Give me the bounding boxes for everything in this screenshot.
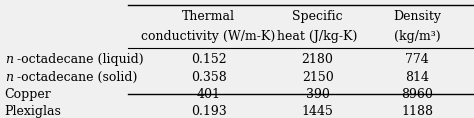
Text: 390: 390 <box>306 88 329 101</box>
Text: 1445: 1445 <box>301 105 334 118</box>
Text: n: n <box>5 71 13 84</box>
Text: -octadecane (liquid): -octadecane (liquid) <box>17 53 143 66</box>
Text: heat (J/kg-K): heat (J/kg-K) <box>277 30 358 43</box>
Text: (kg/m³): (kg/m³) <box>394 30 440 43</box>
Text: 814: 814 <box>405 71 429 84</box>
Text: 774: 774 <box>405 53 429 66</box>
Text: conductivity (W/m-K): conductivity (W/m-K) <box>141 30 276 43</box>
Text: 1188: 1188 <box>401 105 433 118</box>
Text: 2150: 2150 <box>302 71 333 84</box>
Text: 401: 401 <box>197 88 220 101</box>
Text: Plexiglas: Plexiglas <box>5 105 62 118</box>
Text: n: n <box>5 53 13 66</box>
Text: Specific: Specific <box>292 10 343 23</box>
Text: Thermal: Thermal <box>182 10 235 23</box>
Text: 2180: 2180 <box>301 53 334 66</box>
Text: Density: Density <box>393 10 441 23</box>
Text: 0.152: 0.152 <box>191 53 227 66</box>
Text: -octadecane (solid): -octadecane (solid) <box>17 71 137 84</box>
Text: 0.193: 0.193 <box>191 105 227 118</box>
Text: 8960: 8960 <box>401 88 433 101</box>
Text: 0.358: 0.358 <box>191 71 227 84</box>
Text: Copper: Copper <box>5 88 52 101</box>
